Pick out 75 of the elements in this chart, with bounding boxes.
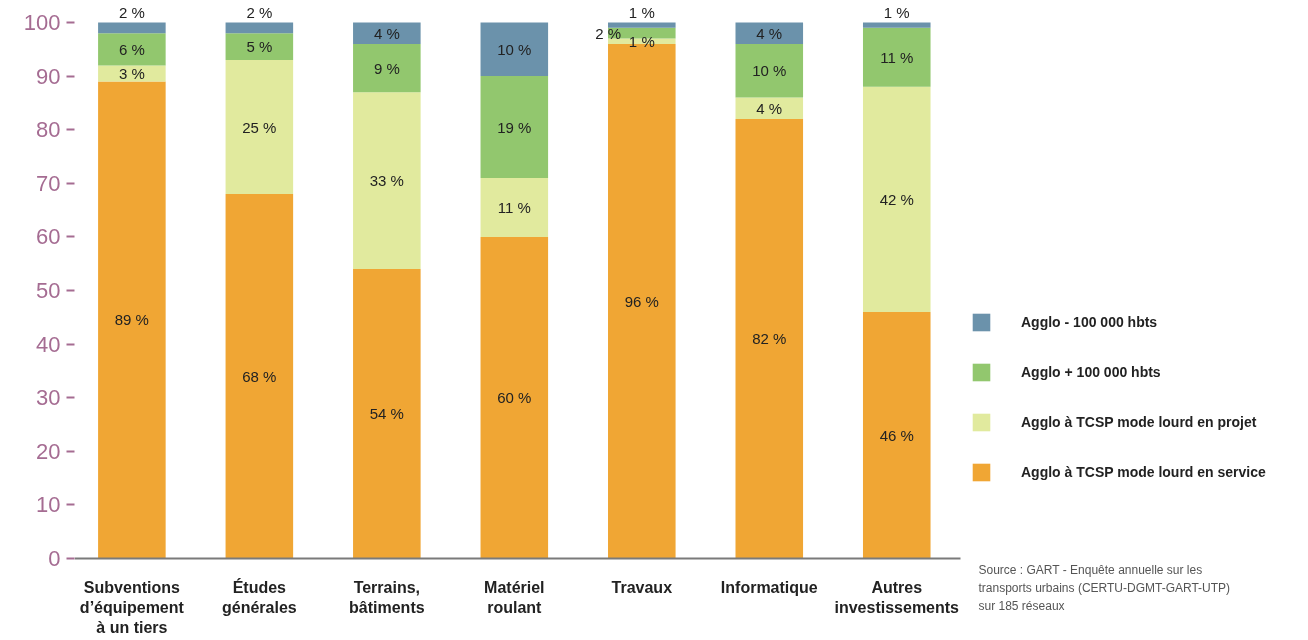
data-label: 4 % — [756, 24, 783, 42]
bar — [225, 60, 294, 195]
bar — [862, 22, 931, 28]
bar — [735, 22, 804, 44]
data-label: 68 % — [242, 367, 277, 385]
data-label: 4 % — [373, 24, 400, 42]
y-tick-label: 70 — [36, 170, 61, 196]
data-label: 54 % — [369, 405, 404, 423]
bar — [480, 236, 549, 559]
data-label: 89 % — [114, 311, 149, 329]
data-label: 6 % — [118, 40, 145, 58]
bar — [98, 81, 166, 559]
data-label: 1 % — [628, 32, 655, 50]
y-tick-label: 50 — [36, 278, 61, 303]
legend-label: Agglo + 100 000 hbts — [1021, 363, 1161, 382]
data-label: 19 % — [497, 118, 532, 136]
data-label: 2 % — [595, 24, 622, 42]
y-tick-label: 90 — [36, 63, 61, 89]
data-label: 2 % — [118, 3, 145, 21]
bar — [735, 118, 804, 559]
y-tick-label: 0 — [48, 546, 61, 571]
bar — [225, 194, 294, 559]
bar — [98, 22, 166, 34]
x-tick-label: Matériel roulant — [484, 578, 545, 616]
legend-label: Agglo - 100 000 hbts — [1021, 313, 1158, 332]
bar — [862, 86, 931, 312]
bar — [735, 43, 804, 98]
data-label: 60 % — [497, 389, 532, 407]
y-tick-label: 30 — [36, 385, 61, 411]
data-label: 46 % — [879, 426, 914, 444]
data-label: 1 % — [883, 3, 910, 21]
bar — [862, 311, 931, 559]
bar — [735, 97, 804, 119]
bar — [480, 177, 549, 237]
bar — [480, 76, 549, 178]
data-label: 4 % — [756, 99, 783, 117]
bar — [480, 22, 549, 77]
data-label: 9 % — [373, 59, 400, 77]
y-tick-label: 60 — [36, 224, 61, 250]
data-label: 3 % — [118, 64, 145, 82]
x-tick-label: Subventions d’équipement à un tiers — [79, 578, 185, 637]
data-label: 11 % — [497, 198, 531, 216]
y-tick-label: 80 — [36, 117, 61, 143]
data-label: 2 % — [246, 3, 273, 21]
bar — [353, 269, 421, 559]
y-tick-label: 20 — [36, 438, 61, 464]
bar — [225, 33, 294, 61]
bar — [225, 22, 294, 34]
y-tick-label: 10 — [36, 492, 61, 518]
legend-label: Agglo à TCSP mode lourd en projet — [1021, 413, 1257, 432]
y-tick-label: 100 — [23, 10, 61, 35]
x-tick-label: Travaux — [611, 578, 673, 596]
legend-label: Agglo à TCSP mode lourd en service — [1021, 463, 1266, 482]
bar — [608, 22, 676, 28]
data-label: 5 % — [246, 38, 273, 56]
data-label: 11 % — [880, 48, 914, 66]
data-label: 82 % — [752, 330, 787, 348]
data-label: 33 % — [369, 172, 404, 190]
bar — [98, 33, 166, 66]
x-tick-label: Études générales — [221, 577, 297, 616]
x-tick-label: Terrains, bâtiments — [349, 578, 425, 616]
bar — [353, 22, 421, 44]
source-note: Source : GART - Enquête annuelle sur les transports urbains (CERTU-DGMT-GART-UTP) sur 185 réseaux — [978, 562, 1231, 613]
y-tick-label: 40 — [36, 331, 61, 357]
data-label: 1 % — [628, 3, 655, 21]
data-label: 25 % — [242, 118, 277, 136]
data-label: 10 % — [497, 40, 532, 58]
x-tick-label: Autres investissements — [834, 578, 960, 616]
bar — [353, 92, 421, 270]
data-label: 42 % — [879, 190, 914, 208]
x-tick-label: Informatique — [720, 578, 818, 596]
data-label: 10 % — [752, 62, 787, 80]
bar — [353, 43, 421, 93]
data-label: 96 % — [624, 292, 659, 310]
bar — [862, 27, 931, 87]
